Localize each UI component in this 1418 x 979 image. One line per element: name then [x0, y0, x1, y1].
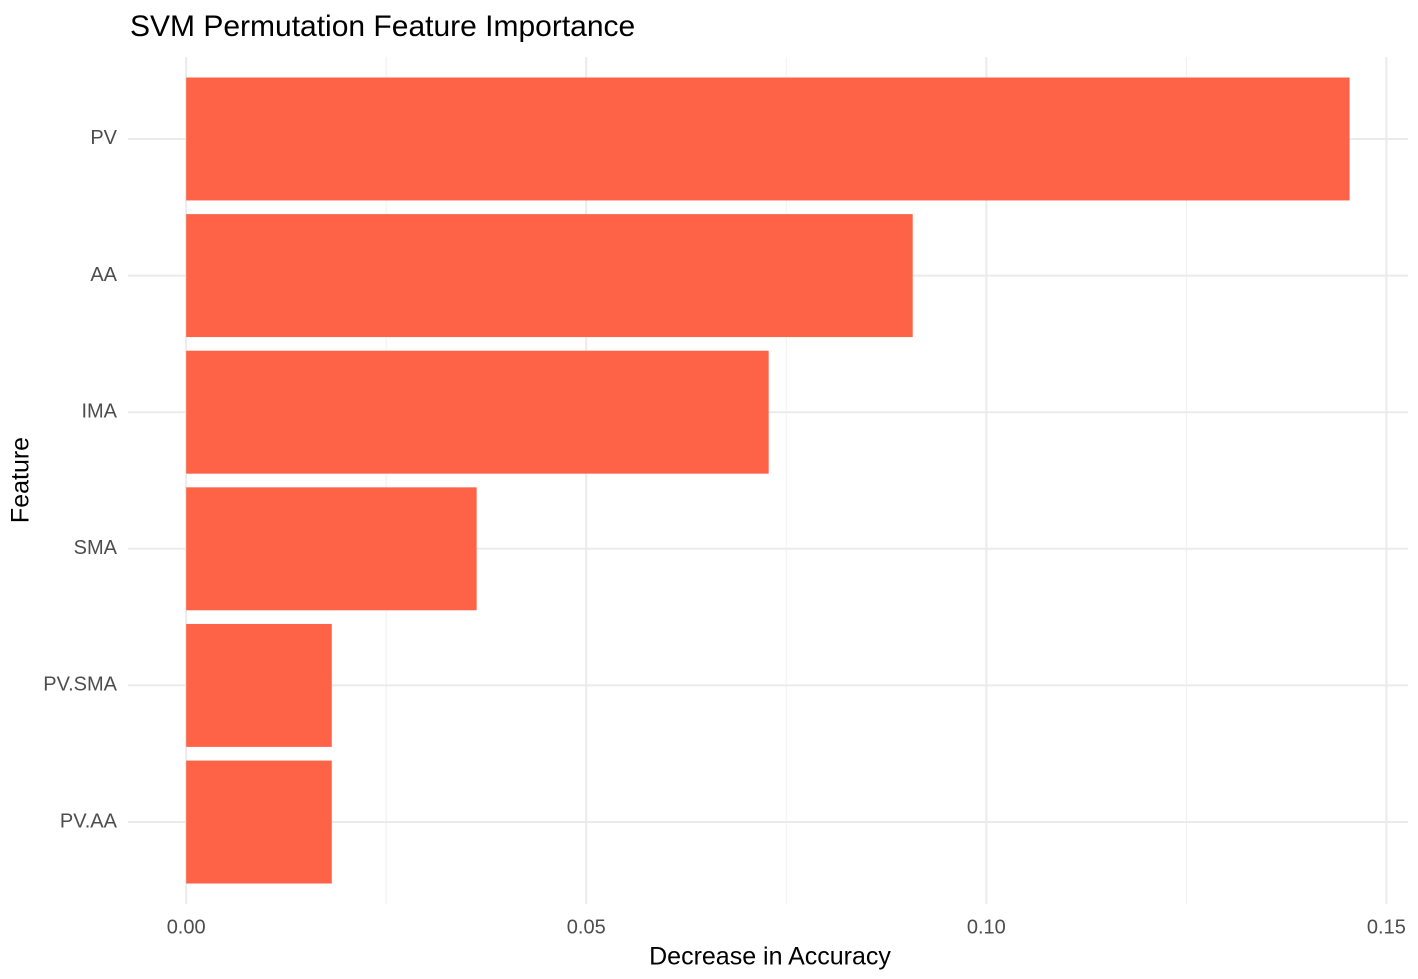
bar — [186, 760, 332, 884]
bar — [186, 214, 913, 338]
bar — [186, 77, 1350, 201]
bar — [186, 350, 769, 474]
x-tick-label: 0.00 — [167, 916, 206, 938]
y-tick-label: PV.SMA — [43, 674, 117, 696]
y-tick-label: SMA — [74, 537, 118, 559]
x-tick-label: 0.15 — [1367, 916, 1406, 938]
y-tick-label: IMA — [81, 400, 117, 422]
chart-title: SVM Permutation Feature Importance — [130, 10, 635, 43]
x-axis-label: Decrease in Accuracy — [649, 943, 891, 971]
bar — [186, 623, 332, 747]
y-tick-label: AA — [90, 264, 117, 286]
bar — [186, 487, 477, 611]
y-tick-label: PV — [90, 127, 117, 149]
x-tick-label: 0.10 — [967, 916, 1006, 938]
y-axis-label: Feature — [7, 437, 35, 523]
y-tick-label: PV.AA — [60, 810, 118, 832]
x-tick-label: 0.05 — [567, 916, 606, 938]
